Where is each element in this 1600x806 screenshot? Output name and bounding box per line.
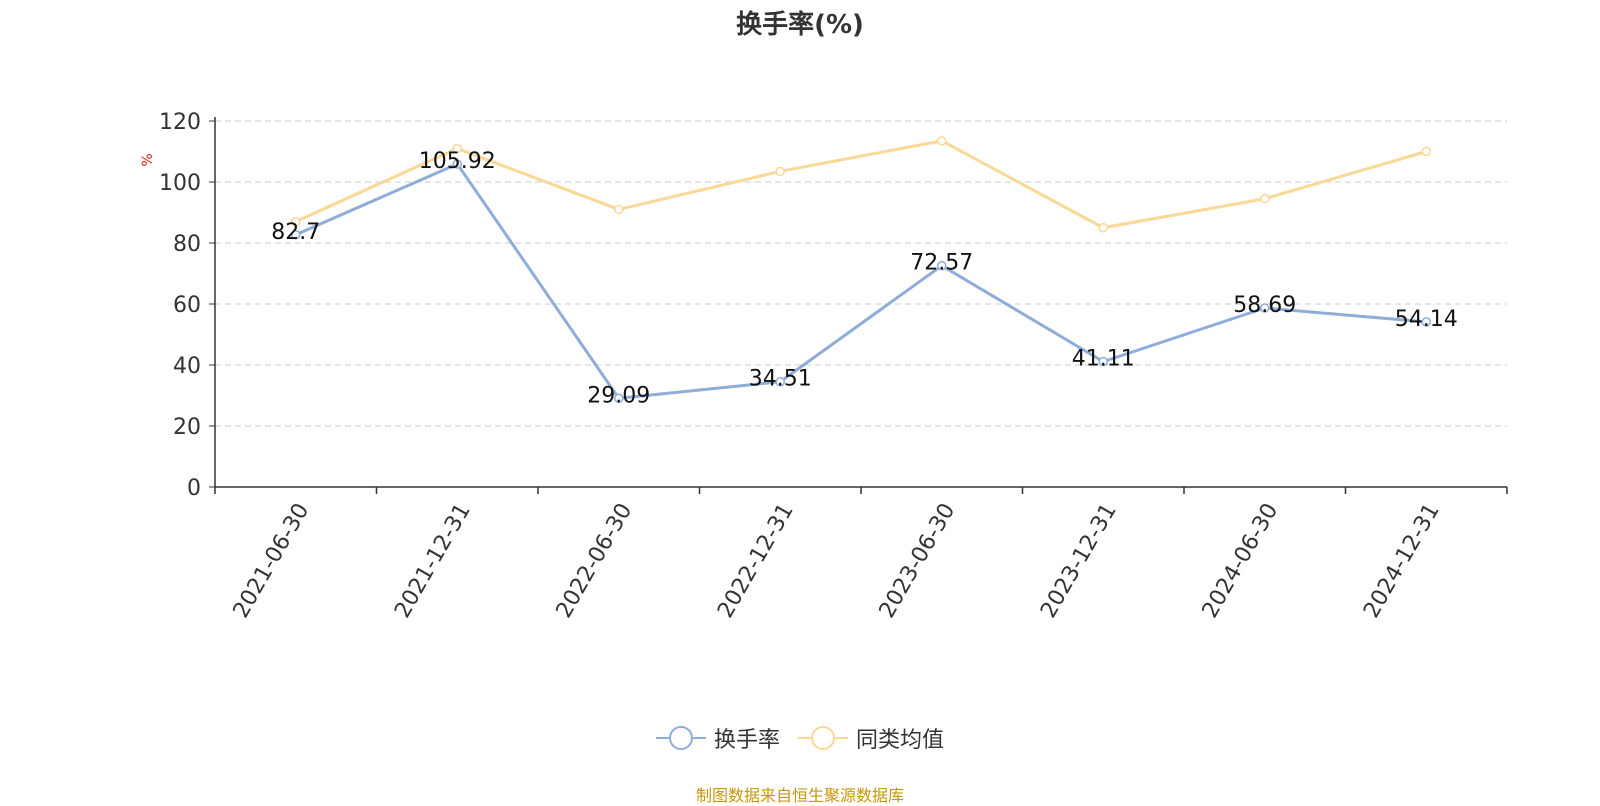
legend-label: 同类均值 bbox=[856, 728, 945, 753]
data-point bbox=[291, 216, 301, 227]
y-tick-label: 0 bbox=[187, 476, 201, 501]
series-line-1 bbox=[295, 139, 1427, 230]
legend-marker-icon bbox=[655, 726, 706, 750]
y-axis-label: % bbox=[140, 153, 156, 166]
series-line-0 bbox=[295, 162, 1427, 400]
legend-item[interactable]: 换手率 bbox=[655, 722, 780, 754]
data-label: 34.51 bbox=[749, 367, 812, 392]
data-label: 58.69 bbox=[1233, 293, 1296, 318]
data-label: 105.92 bbox=[419, 149, 496, 174]
y-tick-label: 20 bbox=[173, 415, 201, 440]
y-tick-label: 60 bbox=[173, 293, 201, 318]
y-tick-label: 100 bbox=[159, 171, 201, 196]
y-tick-label: 120 bbox=[159, 110, 201, 135]
data-point bbox=[937, 136, 947, 146]
data-point bbox=[937, 260, 947, 271]
legend-item[interactable]: 同类均值 bbox=[798, 722, 944, 754]
data-point bbox=[775, 166, 785, 177]
grid-lines bbox=[215, 120, 1507, 427]
x-tick-label: 2023-06-30 bbox=[875, 499, 961, 622]
data-point bbox=[1260, 303, 1270, 313]
x-tick-label: 2022-12-31 bbox=[713, 499, 799, 622]
data-label: 29.09 bbox=[587, 383, 650, 408]
x-tick-label: 2024-12-31 bbox=[1359, 499, 1445, 622]
data-point bbox=[1421, 317, 1431, 327]
data-point bbox=[452, 143, 462, 154]
data-point bbox=[1260, 194, 1270, 204]
data-point bbox=[1421, 146, 1431, 157]
y-tick-label: 80 bbox=[173, 232, 201, 257]
series-lines bbox=[291, 136, 1431, 404]
data-label: 72.57 bbox=[910, 251, 973, 276]
x-tick-label: 2024-06-30 bbox=[1198, 499, 1284, 622]
data-point bbox=[1098, 223, 1108, 233]
data-point bbox=[775, 376, 785, 387]
x-tick-label: 2021-12-31 bbox=[390, 499, 476, 622]
legend-label: 换手率 bbox=[713, 728, 780, 753]
x-tick-label: 2022-06-30 bbox=[552, 499, 638, 622]
data-label: 41.11 bbox=[1072, 347, 1135, 372]
data-point bbox=[291, 230, 301, 240]
data-point bbox=[614, 204, 624, 215]
data-point bbox=[1098, 356, 1108, 367]
data-label: 82.7 bbox=[271, 220, 320, 245]
legend-marker-icon bbox=[798, 726, 848, 750]
data-point bbox=[452, 159, 462, 169]
data-label: 54.14 bbox=[1395, 307, 1458, 332]
y-tick-label: 40 bbox=[173, 354, 201, 379]
data-labels: 82.7 105.92 29.09 34.51 72.57 41.11 58.69 54.14 bbox=[271, 149, 1457, 408]
data-point bbox=[614, 393, 624, 404]
x-tick-label: 2021-06-30 bbox=[229, 499, 315, 622]
legend: 换手率 同类均值 bbox=[0, 722, 1600, 754]
source-note: 制图数据来自恒生聚源数据库 bbox=[695, 786, 904, 805]
chart-title: 换手率(%) bbox=[736, 10, 864, 40]
x-tick-label: 2023-12-31 bbox=[1036, 499, 1122, 622]
